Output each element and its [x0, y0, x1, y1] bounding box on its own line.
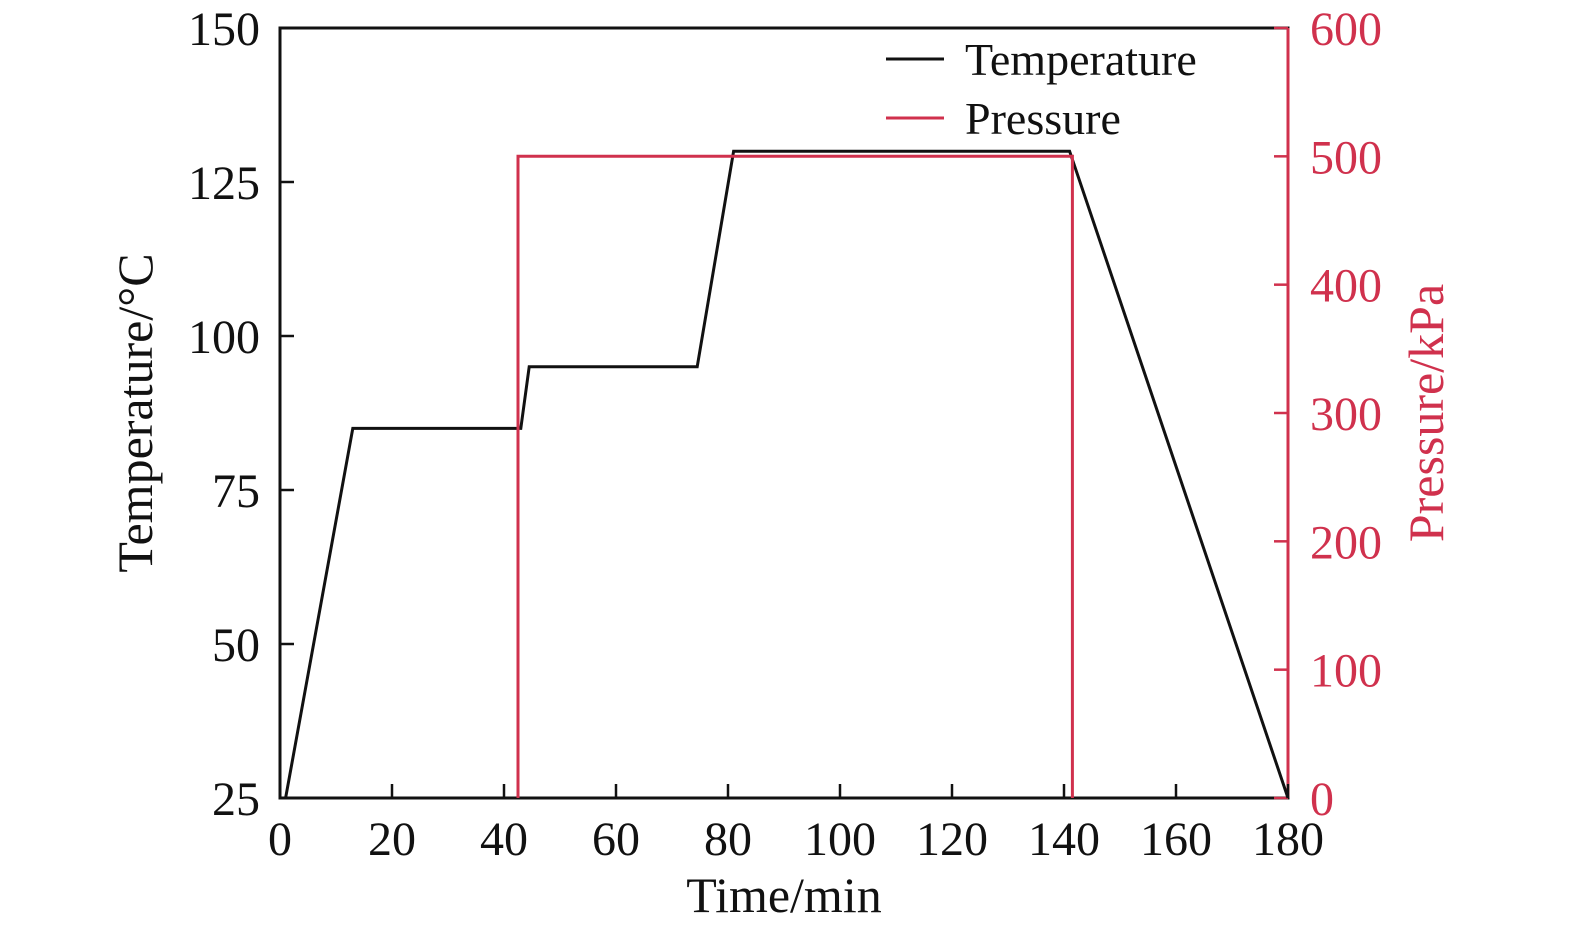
- legend: Temperature Pressure: [886, 34, 1197, 144]
- y-right-tick-label: 500: [1310, 131, 1382, 184]
- x-tick-label: 140: [1028, 813, 1100, 866]
- y-right-tick-label: 100: [1310, 645, 1382, 698]
- y-left-tick-label: 100: [188, 311, 260, 364]
- y-left-tick-label: 25: [212, 773, 260, 826]
- y-left-tick-label: 50: [212, 619, 260, 672]
- x-tick-label: 20: [368, 813, 416, 866]
- legend-label-pressure: Pressure: [965, 93, 1121, 144]
- y-axis-right: 0 100 200 300 400 500 600: [1274, 3, 1382, 826]
- y-left-tick-label: 75: [212, 465, 260, 518]
- x-tick-label: 100: [804, 813, 876, 866]
- x-tick-label: 160: [1140, 813, 1212, 866]
- x-axis: 0 20 40 60 80 100 120 140 160 180: [268, 784, 1324, 866]
- plot-frame: [278, 26, 1290, 800]
- y-right-tick-label: 600: [1310, 3, 1382, 56]
- y-right-tick-label: 300: [1310, 388, 1382, 441]
- y-right-tick-label: 200: [1310, 516, 1382, 569]
- y-left-tick-label: 150: [188, 3, 260, 56]
- y-right-tick-label: 400: [1310, 260, 1382, 313]
- x-tick-label: 60: [592, 813, 640, 866]
- legend-label-temperature: Temperature: [965, 34, 1197, 85]
- x-tick-label: 180: [1252, 813, 1324, 866]
- series-layer: [284, 149, 1290, 799]
- y-left-tick-label: 125: [188, 157, 260, 210]
- x-axis-title: Time/min: [686, 867, 881, 923]
- x-tick-label: 40: [480, 813, 528, 866]
- y-axis-right-title: Pressure/kPa: [1398, 284, 1454, 542]
- x-tick-label: 80: [704, 813, 752, 866]
- y-axis-left-title: Temperature/°C: [107, 253, 163, 572]
- series-line-temperature: [284, 149, 1290, 799]
- y-right-tick-label: 0: [1310, 773, 1334, 826]
- x-tick-label: 120: [916, 813, 988, 866]
- x-tick-label: 0: [268, 813, 292, 866]
- y-axis-left: 25 50 75 100 125 150: [188, 3, 294, 826]
- series-line-pressure: [516, 154, 1074, 798]
